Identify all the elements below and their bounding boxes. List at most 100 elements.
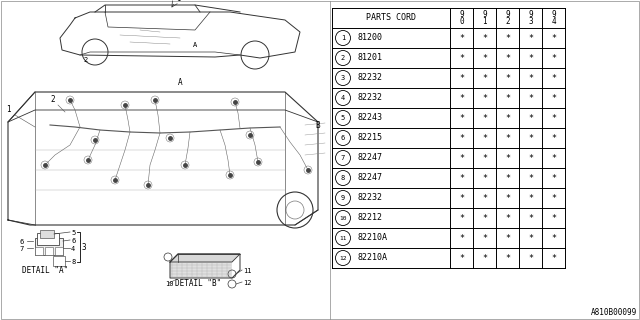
Bar [55, 247, 63, 255]
Polygon shape [170, 254, 240, 262]
Text: *: * [482, 253, 487, 262]
Text: *: * [482, 53, 487, 62]
Text: 82232: 82232 [358, 74, 383, 83]
Text: A: A [178, 78, 182, 87]
Text: 11: 11 [339, 236, 347, 241]
Text: *: * [505, 173, 510, 182]
Text: *: * [482, 34, 487, 43]
Text: 81200: 81200 [358, 34, 383, 43]
Text: *: * [482, 213, 487, 222]
Text: *: * [551, 253, 556, 262]
Text: *: * [505, 53, 510, 62]
Bar [170, 262, 232, 278]
Text: 9: 9 [341, 195, 345, 201]
Text: *: * [459, 74, 464, 83]
Text: *: * [505, 133, 510, 142]
Text: *: * [528, 133, 533, 142]
Text: *: * [528, 114, 533, 123]
Text: *: * [482, 234, 487, 243]
Text: *: * [459, 34, 464, 43]
Text: 2: 2 [341, 55, 345, 61]
Text: *: * [459, 133, 464, 142]
Text: 9: 9 [505, 10, 510, 19]
Text: *: * [459, 234, 464, 243]
Text: 2: 2 [83, 57, 87, 63]
Bar [37, 233, 59, 245]
Text: A810B00099: A810B00099 [591, 308, 637, 317]
Text: 82247: 82247 [358, 154, 383, 163]
Text: *: * [528, 53, 533, 62]
Text: 82215: 82215 [358, 133, 383, 142]
Text: 5: 5 [71, 230, 76, 236]
Text: *: * [505, 114, 510, 123]
Text: 9: 9 [459, 10, 464, 19]
Text: *: * [505, 93, 510, 102]
Text: 8: 8 [341, 175, 345, 181]
Text: 11: 11 [243, 268, 252, 274]
Text: *: * [459, 173, 464, 182]
Text: *: * [459, 154, 464, 163]
Text: 9: 9 [551, 10, 556, 19]
Text: *: * [505, 74, 510, 83]
Text: *: * [528, 213, 533, 222]
Text: 7: 7 [341, 155, 345, 161]
Text: DETAIL "B": DETAIL "B" [175, 279, 221, 288]
Text: 82232: 82232 [358, 194, 383, 203]
Bar [40, 230, 54, 238]
Text: *: * [551, 234, 556, 243]
Text: *: * [505, 234, 510, 243]
Text: *: * [505, 213, 510, 222]
Text: *: * [459, 253, 464, 262]
Bar [35, 238, 63, 255]
Text: *: * [505, 194, 510, 203]
Text: *: * [505, 34, 510, 43]
Text: 9: 9 [528, 10, 533, 19]
Text: *: * [505, 154, 510, 163]
Text: 6: 6 [341, 135, 345, 141]
Text: A: A [193, 42, 197, 48]
Bar [53, 256, 65, 266]
Text: 1: 1 [176, 0, 180, 2]
Text: *: * [505, 253, 510, 262]
Text: *: * [459, 213, 464, 222]
Text: *: * [551, 34, 556, 43]
Text: 1: 1 [6, 105, 11, 114]
Text: *: * [459, 194, 464, 203]
Text: 82232: 82232 [358, 93, 383, 102]
Text: *: * [528, 253, 533, 262]
Text: *: * [551, 74, 556, 83]
Text: *: * [482, 93, 487, 102]
Text: *: * [551, 114, 556, 123]
Text: *: * [482, 133, 487, 142]
Text: 3: 3 [341, 75, 345, 81]
Text: 7: 7 [19, 246, 23, 252]
Text: 82212: 82212 [358, 213, 383, 222]
Text: 1: 1 [482, 17, 487, 26]
Text: *: * [528, 194, 533, 203]
Text: *: * [482, 74, 487, 83]
Text: 6: 6 [19, 239, 23, 245]
Text: *: * [459, 93, 464, 102]
Text: PARTS CORD: PARTS CORD [366, 13, 416, 22]
Text: DETAIL "A": DETAIL "A" [22, 266, 68, 275]
Text: *: * [551, 154, 556, 163]
Text: 82210A: 82210A [358, 253, 388, 262]
Text: 8: 8 [71, 259, 76, 265]
Text: 82243: 82243 [358, 114, 383, 123]
Text: *: * [528, 173, 533, 182]
Text: 82247: 82247 [358, 173, 383, 182]
Text: 82210A: 82210A [358, 234, 388, 243]
Text: *: * [528, 93, 533, 102]
Text: *: * [551, 213, 556, 222]
Text: *: * [551, 93, 556, 102]
Text: *: * [551, 133, 556, 142]
Text: 10: 10 [339, 215, 347, 220]
Text: B: B [315, 121, 319, 130]
Text: 5: 5 [341, 115, 345, 121]
Text: *: * [482, 154, 487, 163]
Text: *: * [551, 53, 556, 62]
Text: 4: 4 [551, 17, 556, 26]
Text: 2: 2 [50, 95, 54, 104]
Text: *: * [551, 194, 556, 203]
Text: 0: 0 [459, 17, 464, 26]
